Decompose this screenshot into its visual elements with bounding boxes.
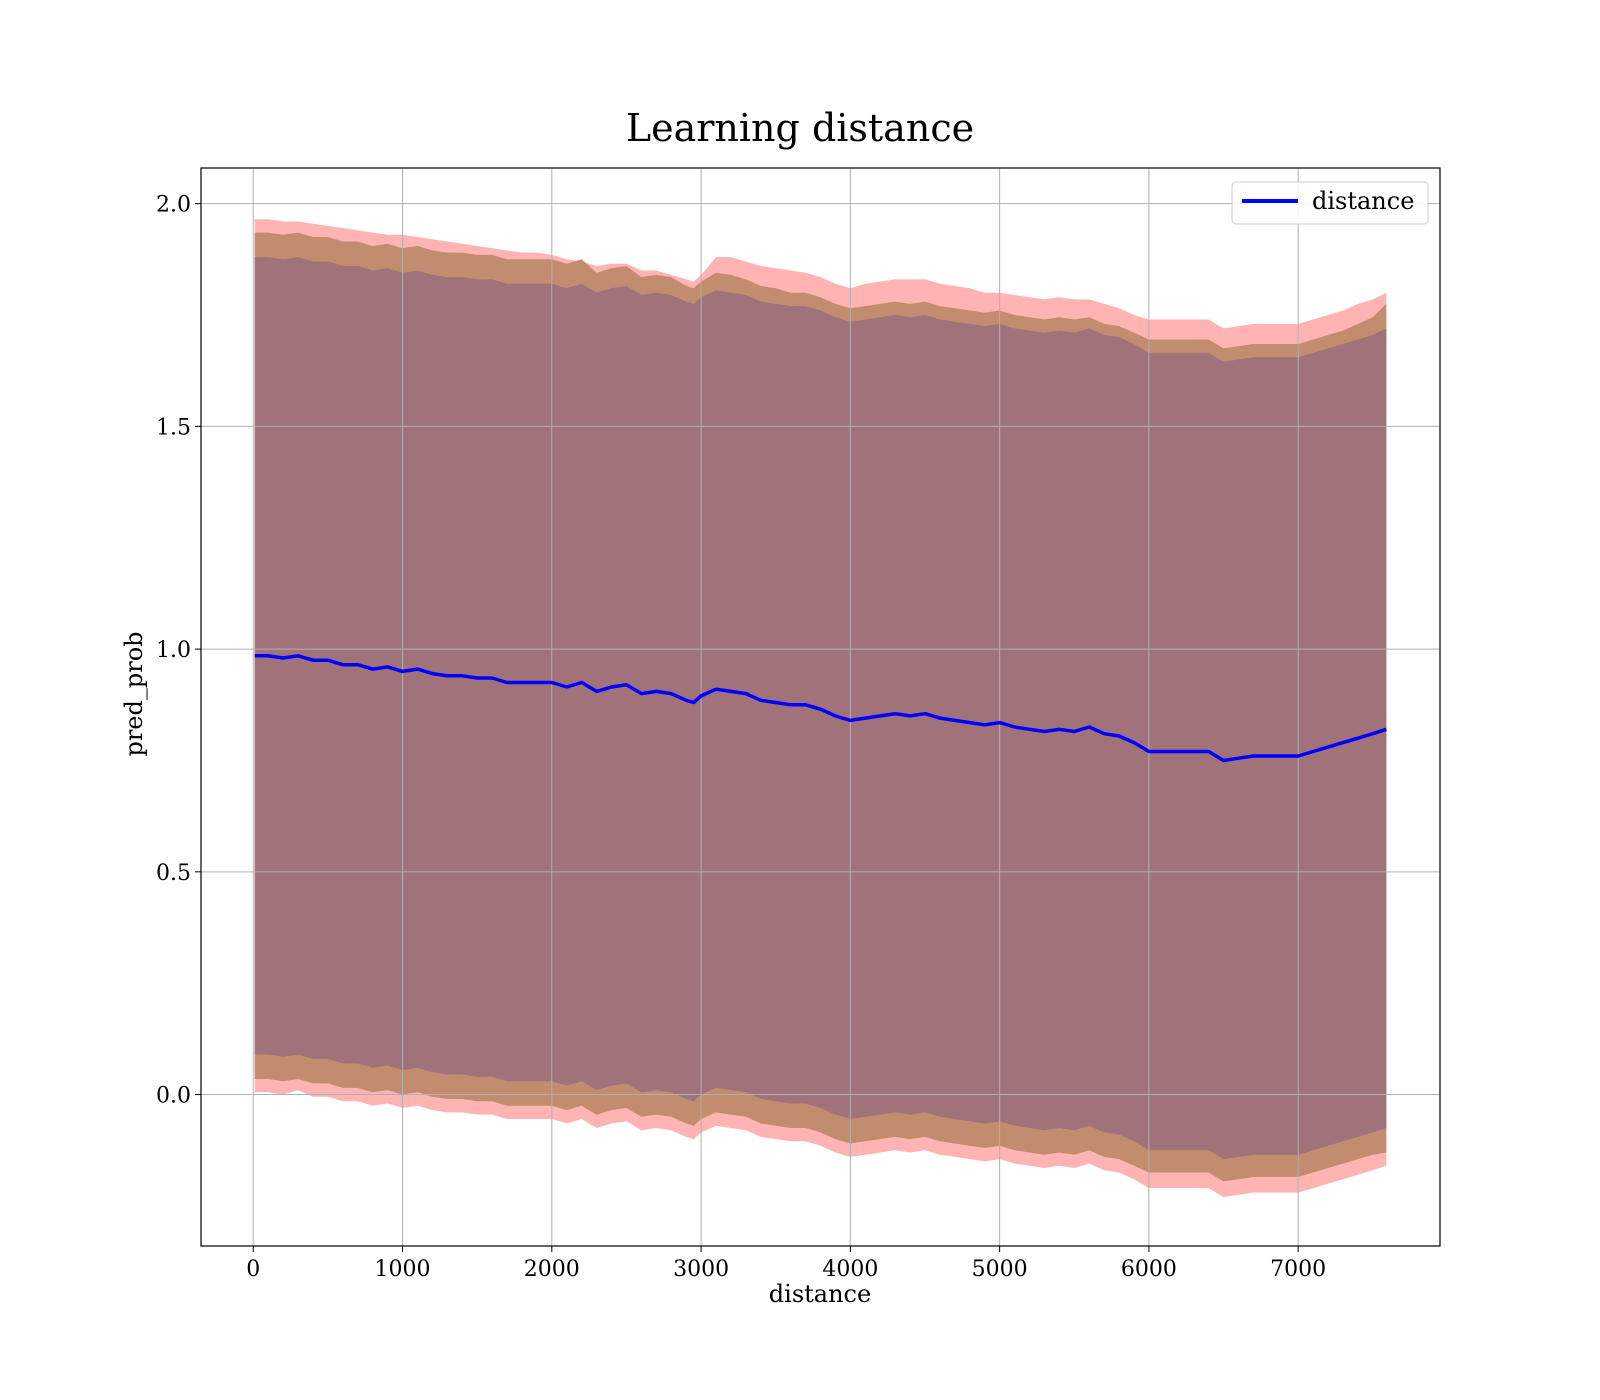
y-tick-label: 2.0 [156, 193, 191, 218]
grid-lines [201, 168, 1440, 1246]
x-axis-label: distance [769, 1280, 871, 1308]
x-tick-label: 5000 [972, 1257, 1028, 1282]
series-line-distance [254, 654, 1387, 763]
plot-frame [200, 167, 1441, 1247]
x-tick-label: 7000 [1270, 1257, 1326, 1282]
x-axis-ticks: 0 1000 2000 3000 4000 5000 6000 7000 [246, 1246, 1326, 1282]
series-lines [254, 654, 1387, 763]
legend: distance [1231, 181, 1429, 225]
x-tick-label: 2000 [524, 1257, 580, 1282]
x-tick-label: 6000 [1121, 1257, 1177, 1282]
plot-area [200, 167, 1441, 1247]
x-tick-label: 4000 [822, 1257, 878, 1282]
x-tick-label: 1000 [375, 1257, 431, 1282]
legend-label-distance: distance [1312, 187, 1414, 215]
chart-title: Learning distance [626, 106, 974, 150]
x-tick-label: 3000 [673, 1257, 729, 1282]
y-tick-label: 1.5 [156, 415, 191, 440]
y-axis-label: pred_prob [120, 631, 148, 756]
y-tick-label: 0.0 [156, 1084, 191, 1109]
y-tick-label: 1.0 [156, 638, 191, 663]
y-tick-label: 0.5 [156, 861, 191, 886]
y-axis-ticks: 0.0 0.5 1.0 1.5 2.0 [156, 193, 201, 1109]
confidence-bands [254, 219, 1387, 1197]
x-tick-label: 0 [246, 1257, 260, 1282]
legend-box [1231, 181, 1429, 225]
